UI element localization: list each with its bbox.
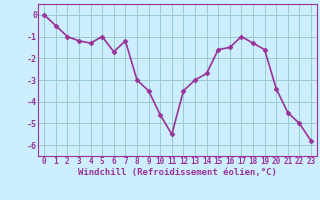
X-axis label: Windchill (Refroidissement éolien,°C): Windchill (Refroidissement éolien,°C) (78, 168, 277, 177)
